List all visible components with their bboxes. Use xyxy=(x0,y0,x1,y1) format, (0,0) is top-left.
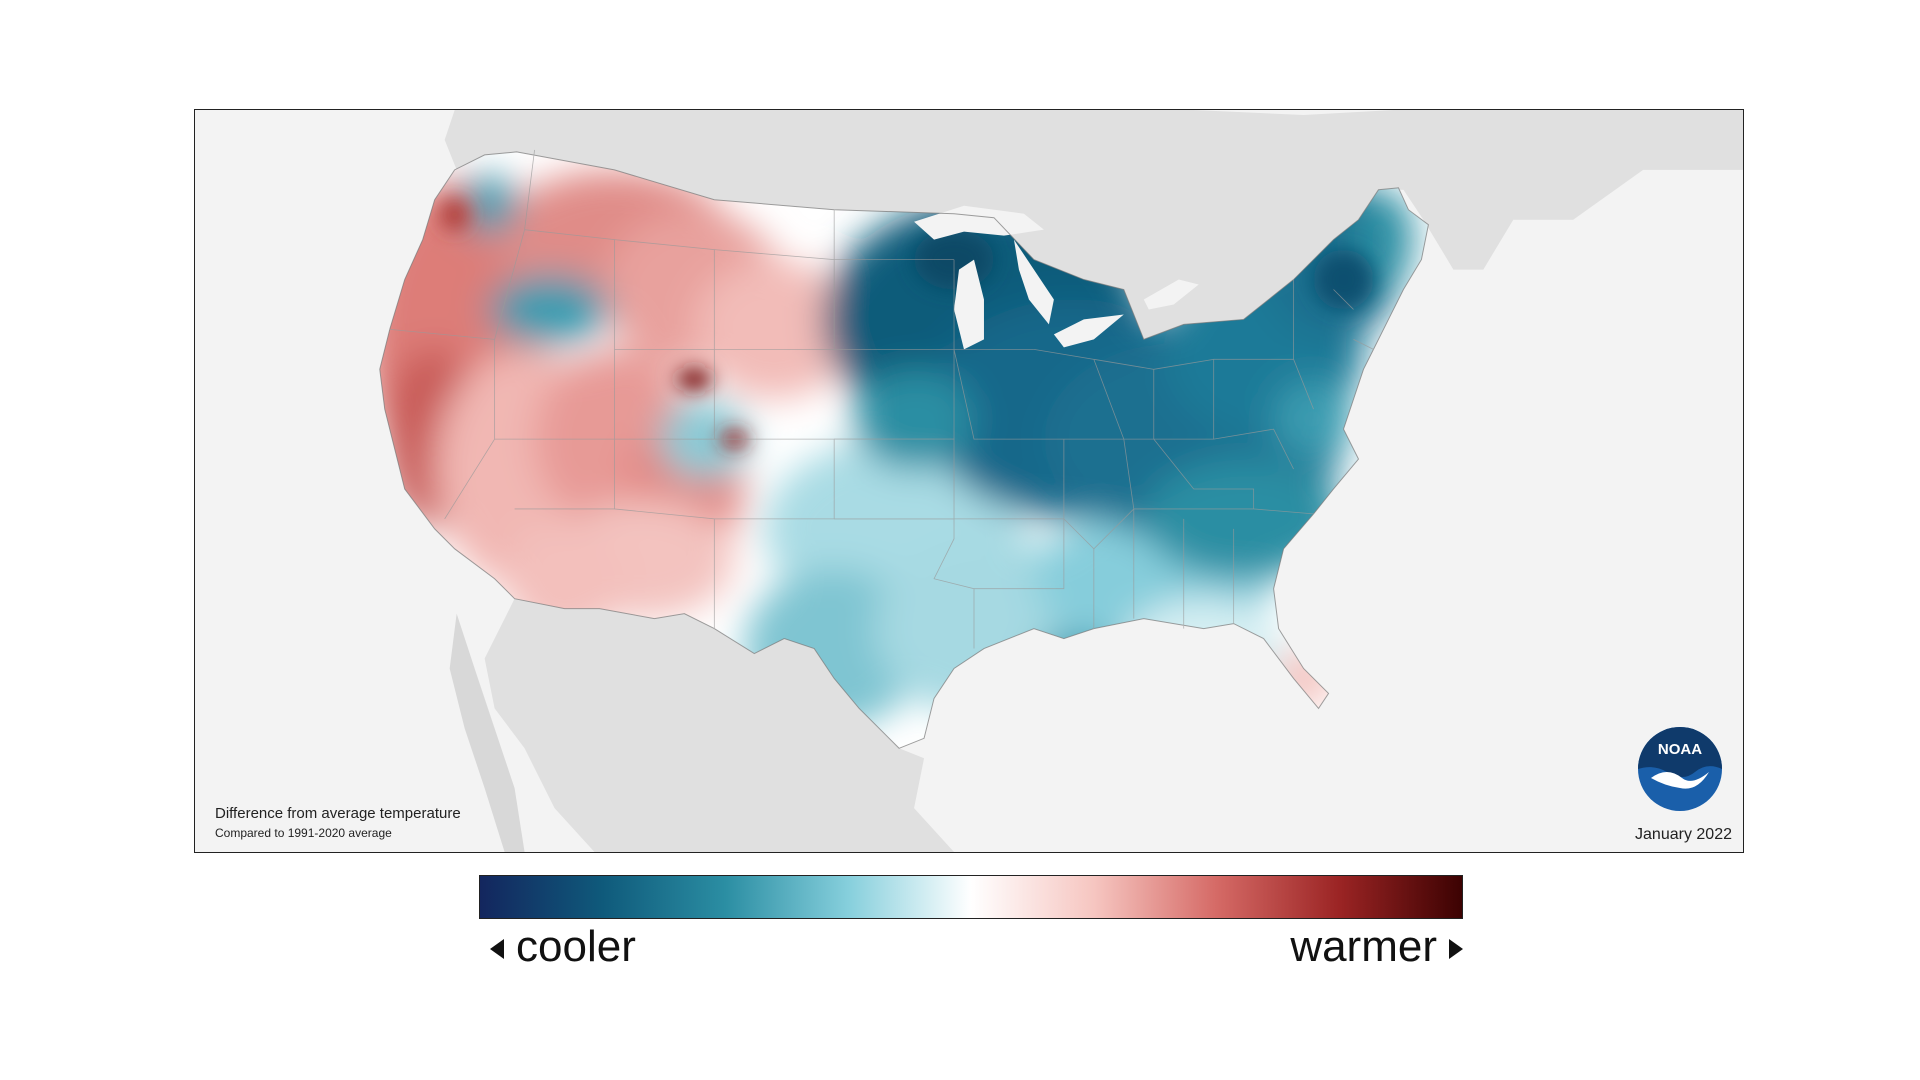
map-canvas xyxy=(379,110,1743,852)
arrow-left-icon xyxy=(490,939,504,960)
temperature-anomaly-map: Difference from average temperature Comp… xyxy=(194,109,1744,853)
legend-cooler: cooler xyxy=(490,920,636,974)
map-caption-subtitle: Compared to 1991-2020 average xyxy=(215,826,392,840)
arrow-right-icon xyxy=(1449,939,1463,960)
color-scale-bar xyxy=(479,875,1463,919)
noaa-logo-icon: NOAA xyxy=(1638,727,1722,811)
period-label: January 2022 xyxy=(1635,826,1732,843)
legend-cooler-label: cooler xyxy=(516,922,636,971)
state-borders xyxy=(379,149,1429,749)
noaa-logo-text: NOAA xyxy=(1658,741,1702,758)
map-caption-title: Difference from average temperature xyxy=(215,805,461,822)
legend-warmer-label: warmer xyxy=(1290,922,1437,971)
great-lakes xyxy=(914,205,1199,350)
legend-warmer: warmer xyxy=(1290,920,1463,974)
neighbor-land xyxy=(444,110,1743,852)
